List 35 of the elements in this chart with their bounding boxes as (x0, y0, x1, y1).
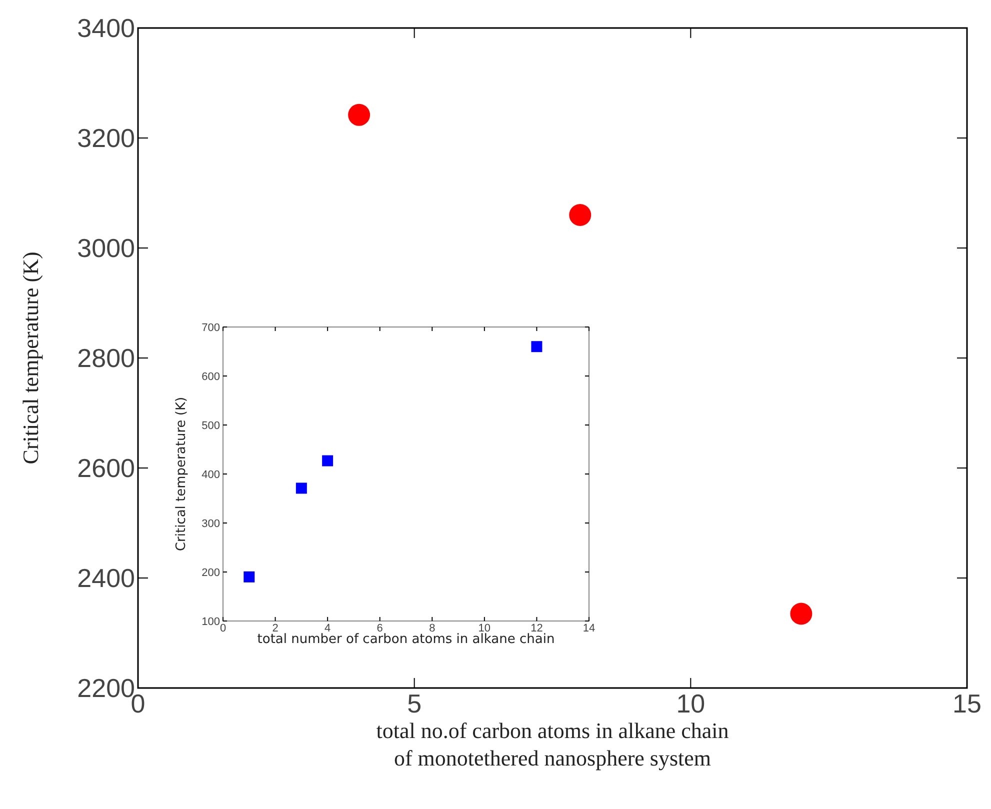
x-tick-label: 10 (478, 622, 491, 634)
x-tick-label: 6 (376, 622, 383, 634)
point (296, 482, 307, 494)
y-tick-label: 300 (202, 518, 220, 530)
point (244, 571, 255, 582)
x-tick-label: 4 (324, 622, 331, 634)
x-tick-label: 15 (952, 688, 982, 719)
y-tick-label: 2800 (77, 343, 135, 374)
x-tick-label: 2 (272, 622, 278, 634)
y-tick-label: 2600 (77, 453, 135, 484)
x-tick-label: 5 (407, 688, 422, 719)
x-tick-label: 0 (220, 622, 226, 634)
point (322, 455, 334, 466)
x-tick-label: 14 (582, 622, 596, 634)
y-tick-label: 600 (202, 370, 220, 383)
x-tick-label: 12 (530, 622, 543, 634)
point (348, 104, 370, 126)
y-tick-label: 400 (202, 468, 220, 481)
x-axis-title: total number of carbon atoms in alkane chain (257, 632, 555, 647)
y-tick-label: 2400 (77, 563, 135, 594)
y-tick-label: 100 (202, 616, 220, 628)
y-axis-title: Critical temperature (K) (174, 396, 189, 552)
x-tick-label: 8 (429, 622, 436, 634)
y-tick-label: 3400 (77, 13, 135, 44)
y-tick-label: 3200 (77, 123, 135, 154)
point (569, 204, 592, 226)
point (790, 602, 812, 625)
y-tick-label: 500 (202, 420, 220, 432)
x-tick-label: 10 (676, 688, 706, 719)
y-tick-label: 200 (202, 566, 220, 579)
y-tick-label: 700 (202, 322, 220, 334)
y-tick-label: 3000 (77, 233, 135, 264)
x-axis-title: total no.of carbon atoms in alkane chain of monotethered nanosphere system (376, 718, 729, 770)
y-axis-title: Critical temperature (K) (18, 252, 43, 464)
point (531, 341, 542, 352)
